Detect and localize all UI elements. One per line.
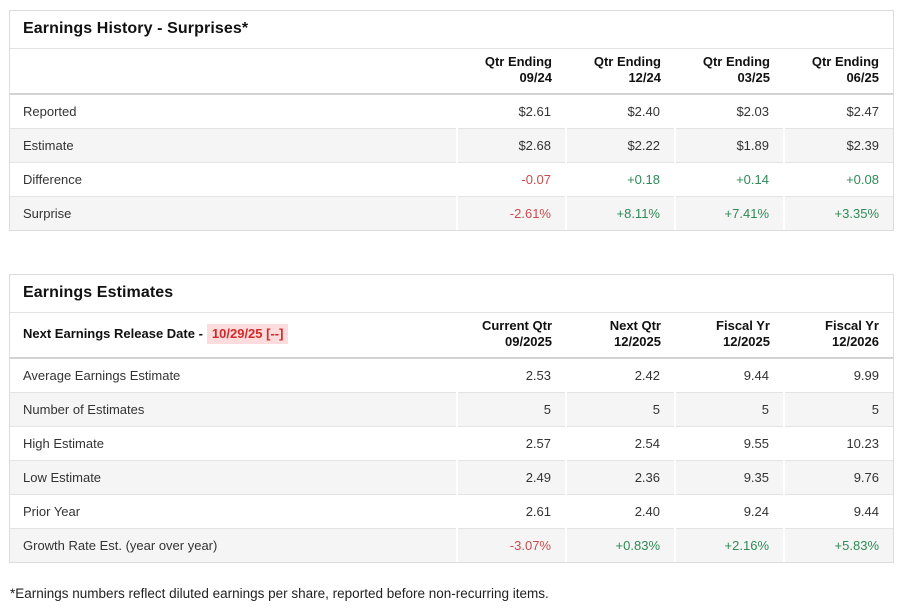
cell-value: 5 xyxy=(674,391,784,426)
cell-value: $2.22 xyxy=(565,127,675,162)
column-header: Qtr Ending 12/24 xyxy=(566,49,675,95)
earnings-estimates-table: Next Earnings Release Date -10/29/25 [--… xyxy=(10,313,893,562)
cell-value: 9.44 xyxy=(783,493,893,528)
cell-value: $2.61 xyxy=(456,94,566,128)
cell-value: 2.54 xyxy=(565,425,675,460)
row-label: Low Estimate xyxy=(10,459,457,494)
table-row: Average Earnings Estimate 2.53 2.42 9.44 9.9… xyxy=(10,358,893,392)
cell-value: 5 xyxy=(565,391,675,426)
row-label: Estimate xyxy=(10,127,457,162)
cell-value: -2.61% xyxy=(456,195,566,230)
column-header: Next Qtr 12/2025 xyxy=(566,313,675,359)
earnings-estimates-title: Earnings Estimates xyxy=(10,275,893,313)
column-header: Fiscal Yr 12/2025 xyxy=(675,313,784,359)
cell-value: +2.16% xyxy=(674,527,784,562)
cell-value: $2.40 xyxy=(565,94,675,128)
cell-value: 9.55 xyxy=(674,425,784,460)
column-header: Current Qtr 09/2025 xyxy=(457,313,566,359)
cell-value: +7.41% xyxy=(674,195,784,230)
earnings-estimates-panel: Earnings Estimates Next Earnings Release… xyxy=(9,274,894,563)
cell-value: $2.39 xyxy=(783,127,893,162)
cell-value: 9.35 xyxy=(674,459,784,494)
cell-value: +5.83% xyxy=(783,527,893,562)
cell-value: 5 xyxy=(783,391,893,426)
table-row: Surprise -2.61% +8.11% +7.41% +3.35% xyxy=(10,195,893,230)
earnings-history-table: Qtr Ending 09/24 Qtr Ending 12/24 Qtr Ending… xyxy=(10,49,893,230)
cell-value: +0.18 xyxy=(565,161,675,196)
row-label: Surprise xyxy=(10,195,457,230)
table-row: Number of Estimates 5 5 5 5 xyxy=(10,391,893,426)
next-earnings-release-label: Next Earnings Release Date - xyxy=(23,326,203,341)
cell-value: +0.83% xyxy=(565,527,675,562)
cell-value: +0.14 xyxy=(674,161,784,196)
table-row: Difference -0.07 +0.18 +0.14 +0.08 xyxy=(10,161,893,196)
header-row: Next Earnings Release Date -10/29/25 [--… xyxy=(10,313,893,359)
earnings-footnote: *Earnings numbers reflect diluted earnin… xyxy=(10,586,549,601)
cell-value: 2.49 xyxy=(456,459,566,494)
cell-value: 9.99 xyxy=(783,358,893,392)
column-header: Qtr Ending 09/24 xyxy=(457,49,566,95)
cell-value: $2.68 xyxy=(456,127,566,162)
row-label: Growth Rate Est. (year over year) xyxy=(10,527,457,562)
row-label: Number of Estimates xyxy=(10,391,457,426)
row-label: Average Earnings Estimate xyxy=(23,367,181,383)
table-row: Growth Rate Est. (year over year) -3.07% +… xyxy=(10,527,893,562)
cell-value: 2.57 xyxy=(456,425,566,460)
label-column-header xyxy=(10,49,457,95)
row-label: High Estimate xyxy=(10,425,457,460)
cell-value: 9.44 xyxy=(674,358,784,392)
cell-value: $1.89 xyxy=(674,127,784,162)
table-row: Prior Year 2.61 2.40 9.24 9.44 xyxy=(10,493,893,528)
cell-value: $2.47 xyxy=(783,94,893,128)
cell-value: +3.35% xyxy=(783,195,893,230)
cell-value: -0.07 xyxy=(456,161,566,196)
cell-value: 2.53 xyxy=(456,358,566,392)
earnings-history-title: Earnings History - Surprises* xyxy=(10,11,893,49)
next-earnings-release-date-badge: 10/29/25 [--] xyxy=(206,324,289,344)
next-earnings-release: Next Earnings Release Date -10/29/25 [--… xyxy=(10,313,457,359)
header-row: Qtr Ending 09/24 Qtr Ending 12/24 Qtr Ending… xyxy=(10,49,893,95)
column-header: Qtr Ending 03/25 xyxy=(675,49,784,95)
table-row: Reported $2.61 $2.40 $2.03 $2.47 xyxy=(10,94,893,128)
cell-value: +8.11% xyxy=(565,195,675,230)
row-label: Difference xyxy=(10,161,457,196)
cell-value: 10.23 xyxy=(783,425,893,460)
cell-value: 5 xyxy=(456,391,566,426)
cell-value: 2.42 xyxy=(565,358,675,392)
table-row: High Estimate 2.57 2.54 9.55 10.23 xyxy=(10,425,893,460)
column-header: Fiscal Yr 12/2026 xyxy=(784,313,893,359)
cell-value: 2.36 xyxy=(565,459,675,494)
table-row: Estimate $2.68 $2.22 $1.89 $2.39 xyxy=(10,127,893,162)
cell-value: 2.40 xyxy=(565,493,675,528)
earnings-history-panel: Earnings History - Surprises* Qtr Ending… xyxy=(9,10,894,231)
cell-value: 9.24 xyxy=(674,493,784,528)
column-header: Qtr Ending 06/25 xyxy=(784,49,893,95)
row-label: Prior Year xyxy=(10,493,457,528)
row-label: Reported xyxy=(23,103,77,119)
cell-value: +0.08 xyxy=(783,161,893,196)
table-row: Low Estimate 2.49 2.36 9.35 9.76 xyxy=(10,459,893,494)
cell-value: 2.61 xyxy=(456,493,566,528)
cell-value: -3.07% xyxy=(456,527,566,562)
cell-value: 9.76 xyxy=(783,459,893,494)
cell-value: $2.03 xyxy=(674,94,784,128)
